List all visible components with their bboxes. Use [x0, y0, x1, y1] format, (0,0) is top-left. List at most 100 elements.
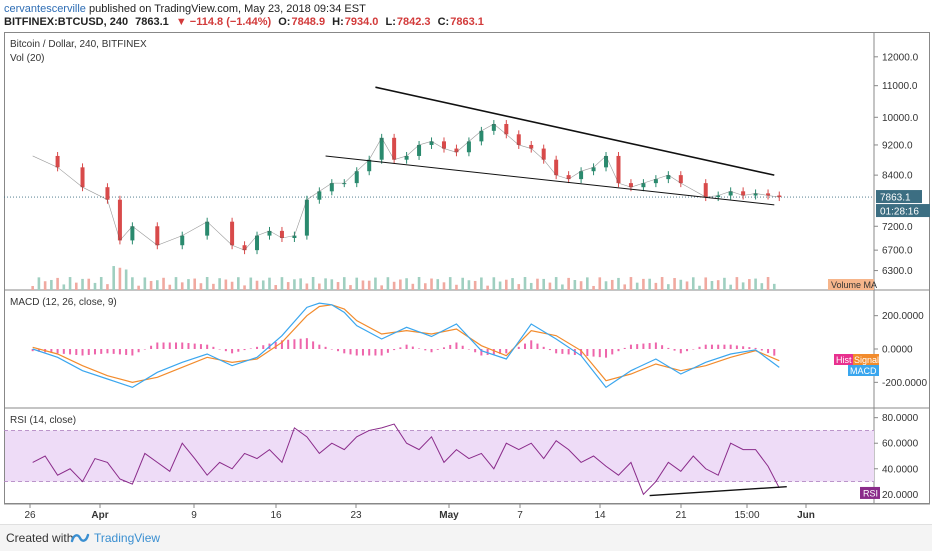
volume-bar	[629, 277, 633, 290]
candle-body	[466, 141, 471, 153]
candle-body	[130, 226, 135, 241]
price-tick-label: 10000.0	[882, 113, 919, 124]
macd-histogram-bar	[648, 343, 651, 349]
volume-bar	[212, 283, 215, 290]
low-label: L:	[385, 16, 396, 28]
macd-histogram-bar	[474, 349, 477, 353]
macd-histogram-bar	[773, 349, 776, 356]
macd-histogram-bar	[524, 343, 527, 349]
volume-bar	[492, 277, 496, 290]
macd-histogram-bar	[237, 349, 240, 352]
macd-histogram-bar	[499, 349, 502, 354]
volume-bar	[156, 280, 159, 290]
volume-bar	[654, 282, 658, 290]
macd-histogram-bar	[393, 349, 396, 351]
volume-bar	[480, 277, 483, 290]
macd-histogram-bar	[710, 344, 713, 349]
candle-body	[541, 148, 546, 160]
macd-histogram-bar	[692, 349, 695, 350]
macd-histogram-bar	[642, 343, 645, 349]
tradingview-brand-link[interactable]: TradingView	[94, 531, 161, 545]
macd-histogram-bar	[611, 349, 614, 355]
macd-hist-tag	[834, 354, 854, 365]
macd-histogram-bar	[735, 345, 738, 349]
volume-bar	[149, 280, 153, 290]
macd-histogram-bar	[430, 349, 433, 353]
candle-body	[566, 175, 571, 180]
candle-body	[454, 148, 459, 153]
rsi-band	[5, 430, 874, 482]
macd-histogram-bar	[37, 349, 40, 352]
volume-bar	[62, 284, 66, 290]
volume-bar	[137, 285, 140, 290]
rsi-tag	[860, 486, 880, 499]
chart-frame[interactable]: 12000.0 11000.0 10000.0 9200.0 8400.0 7200.0 6…	[4, 32, 930, 522]
tradingview-logo-icon	[70, 533, 90, 543]
volume-bar	[567, 277, 570, 290]
countdown-tag-label: 01:28:16	[880, 207, 919, 218]
candle-body	[678, 175, 683, 184]
candle-body	[741, 191, 746, 196]
macd-histogram-bar	[449, 344, 452, 349]
volume-bar	[224, 279, 228, 290]
volume-bar	[187, 279, 190, 290]
volume-bar	[180, 282, 184, 290]
volume-bar	[199, 283, 203, 290]
macd-histogram-bar	[168, 342, 171, 349]
volume-bar	[735, 277, 739, 290]
volume-bar	[473, 280, 477, 290]
volume-bar	[604, 281, 608, 290]
macd-histogram-bar	[249, 348, 252, 349]
macd-histogram-bar	[81, 349, 84, 356]
macd-histogram-bar	[337, 349, 340, 352]
rsi-pane-title: RSI (14, close)	[10, 415, 76, 426]
macd-histogram-bar	[386, 349, 389, 353]
candle-body	[155, 226, 160, 246]
low-value: 7842.3	[396, 16, 431, 28]
macd-pane-title: MACD (12, 26, close, 9)	[10, 297, 117, 308]
candle-body	[242, 245, 247, 251]
macd-histogram-bar	[723, 344, 726, 349]
volume-bar	[43, 281, 47, 290]
price-tick-label: 6700.0	[882, 246, 913, 257]
time-tick-label: 16	[270, 510, 282, 521]
volume-bar	[554, 277, 558, 290]
time-tick-label: 26	[24, 510, 36, 521]
macd-histogram-bar	[442, 347, 445, 349]
volume-bar	[280, 277, 284, 290]
macd-signal-tag	[853, 354, 879, 365]
price-tick-label: 11000.0	[882, 81, 918, 92]
price-tick-label: 12000.0	[882, 52, 919, 63]
volume-bar	[610, 279, 614, 290]
candle-body	[479, 130, 484, 142]
volume-bar	[592, 285, 595, 290]
chart-svg[interactable]: 12000.0 11000.0 10000.0 9200.0 8400.0 7200.0 6…	[4, 32, 930, 522]
volume-bar	[361, 280, 365, 290]
macd-histogram-bar	[698, 346, 701, 349]
macd-histogram-bar	[617, 349, 620, 352]
macd-histogram-bar	[561, 349, 564, 354]
volume-bar	[112, 266, 115, 290]
candle-body	[279, 230, 284, 238]
volume-bar	[56, 277, 59, 290]
macd-histogram-bar	[760, 349, 763, 351]
author-link[interactable]: cervantescerville	[4, 3, 86, 15]
macd-histogram-bar	[293, 339, 296, 349]
volume-bar	[648, 278, 651, 290]
candle-body	[379, 137, 384, 160]
price-tick-label: 9200.0	[882, 140, 913, 151]
macd-histogram-bar	[729, 344, 732, 349]
volume-bar	[723, 277, 726, 290]
candle-body	[491, 123, 496, 131]
volume-bar	[511, 278, 514, 290]
macd-histogram-bar	[305, 338, 308, 349]
time-tick-label: 14	[594, 510, 606, 521]
macd-histogram-bar	[418, 348, 421, 349]
volume-bar	[448, 277, 452, 290]
macd-histogram-bar	[754, 347, 757, 349]
volume-bar	[174, 277, 178, 290]
candle-body	[80, 167, 85, 188]
last-price-tag-label: 7863.1	[880, 193, 911, 204]
volume-bar	[586, 277, 589, 290]
candle-body	[641, 183, 646, 188]
